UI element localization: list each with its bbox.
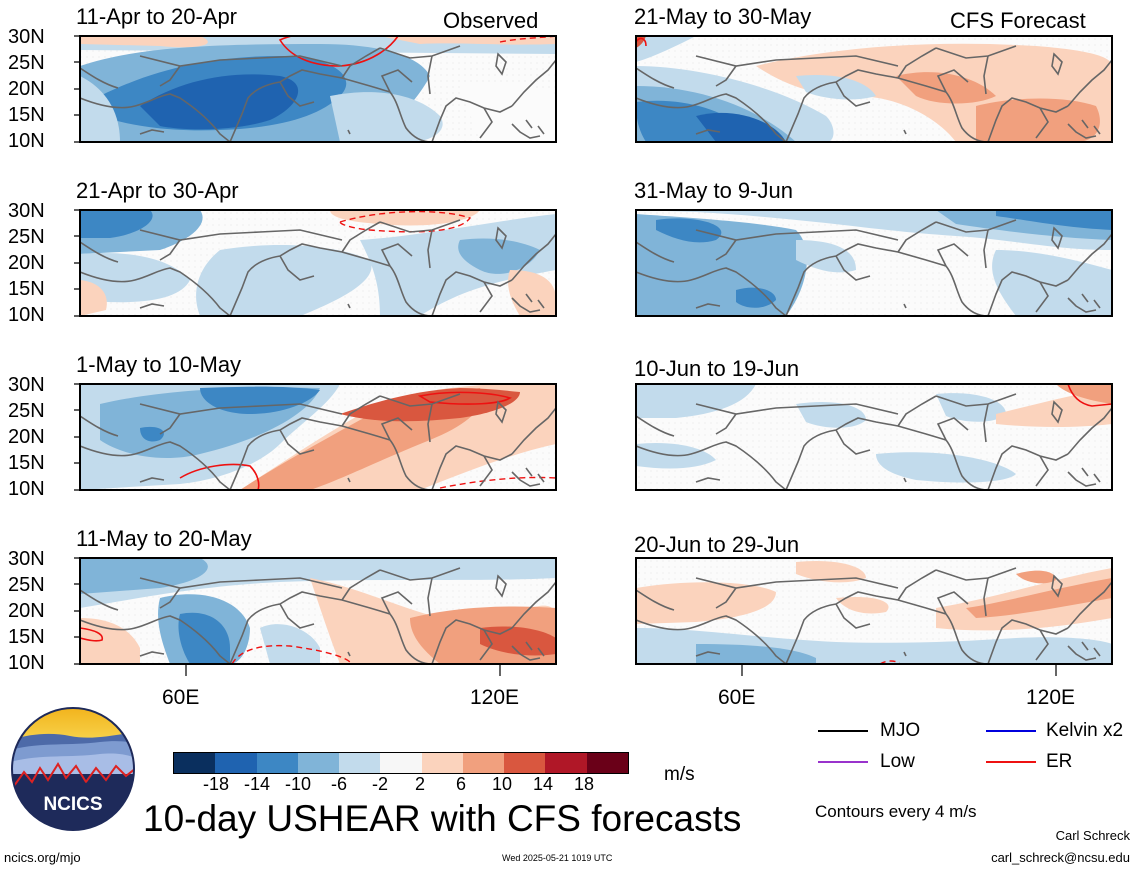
panel-date-range: 21-Apr to 30-Apr [76, 178, 239, 203]
legend-label-kelvin: Kelvin x2 [1046, 720, 1124, 741]
lat-label: 25N [8, 226, 45, 248]
lat-label: 20N [8, 78, 45, 100]
colorbar-bin [174, 753, 216, 773]
lat-label: 10N [8, 304, 45, 326]
colorbar-bin [586, 753, 628, 773]
panel-date-range: 1-May to 10-May [76, 352, 242, 377]
lat-label: 30N [8, 200, 45, 222]
colorbar-tick: 10 [491, 774, 513, 794]
lat-label: 20N [8, 426, 45, 448]
logo-text: NCICS [43, 794, 102, 815]
lat-label: 10N [8, 478, 45, 500]
lat-label: 20N [8, 252, 45, 274]
colorbar-bin [380, 753, 422, 773]
lat-label: 25N [8, 400, 45, 422]
lat-label: 10N [8, 130, 45, 152]
colorbar-bin [545, 753, 587, 773]
lat-label: 10N [8, 652, 45, 674]
legend-label-mjo: MJO [880, 720, 921, 741]
footer-url[interactable]: ncics.org/mjo [4, 850, 81, 865]
colorbar-tick: -6 [330, 774, 347, 794]
footer-author: Carl Schreck [1055, 828, 1130, 843]
colorbar-tick: -18 [202, 774, 229, 794]
panel-date-range: 10-Jun to 19-Jun [634, 356, 800, 381]
colorbar-tick: -10 [284, 774, 311, 794]
contour-note: Contours every 4 m/s [815, 802, 977, 821]
lat-label: 25N [8, 574, 45, 596]
colorbar-bin [215, 753, 257, 773]
panel-date-range: 11-May to 20-May [76, 526, 252, 551]
footer-email[interactable]: carl_schreck@ncsu.edu [991, 850, 1130, 865]
lat-label: 15N [8, 278, 45, 300]
colorbar-tick: 6 [455, 774, 466, 794]
colorbar-tick: 2 [414, 774, 425, 794]
panel-source-tag: Observed [443, 8, 539, 33]
legend-label-low: Low [880, 751, 915, 772]
legend-line-mjo [818, 730, 868, 732]
panel-date-range: 11-Apr to 20-Apr [76, 4, 238, 29]
lon-label: 120E [470, 686, 520, 709]
colorbar [173, 752, 629, 774]
lon-label: 60E [718, 686, 756, 709]
legend-line-kelvin [986, 730, 1036, 732]
legend-label-er: ER [1046, 751, 1073, 772]
lat-label: 30N [8, 374, 45, 396]
panel-date-range: 21-May to 30-May [634, 4, 812, 29]
colorbar-bin [462, 753, 505, 773]
colorbar-unit: m/s [664, 764, 695, 785]
colorbar-tick: -14 [243, 774, 270, 794]
main-title: 10-day USHEAR with CFS forecasts [143, 798, 742, 839]
colorbar-bin [297, 753, 340, 773]
colorbar-bin [256, 753, 298, 773]
colorbar-tick: -2 [371, 774, 388, 794]
lat-label: 30N [8, 26, 45, 48]
colorbar-tick: 14 [532, 774, 554, 794]
lat-label: 20N [8, 600, 45, 622]
colorbar-bin [421, 753, 463, 773]
lon-label: 120E [1026, 686, 1076, 709]
legend-line-low [818, 761, 868, 763]
colorbar-bin [339, 753, 381, 773]
ncics-logo-graphic: NCICS [11, 707, 135, 831]
lat-label: 30N [8, 548, 45, 570]
lat-label: 25N [8, 52, 45, 74]
ncics-logo: NCICS [10, 706, 136, 832]
panel-date-range: 31-May to 9-Jun [634, 178, 793, 203]
colorbar-tick: 18 [573, 774, 595, 794]
panel-source-tag: CFS Forecast [950, 8, 1086, 33]
footer-timestamp: Wed 2025-05-21 1019 UTC [502, 853, 613, 863]
lon-label: 60E [162, 686, 200, 709]
lat-label: 15N [8, 104, 45, 126]
colorbar-bin [504, 753, 546, 773]
panel-date-range: 20-Jun to 29-Jun [634, 532, 800, 557]
lat-label: 15N [8, 452, 45, 474]
lat-label: 15N [8, 626, 45, 648]
legend-line-er [986, 761, 1036, 763]
